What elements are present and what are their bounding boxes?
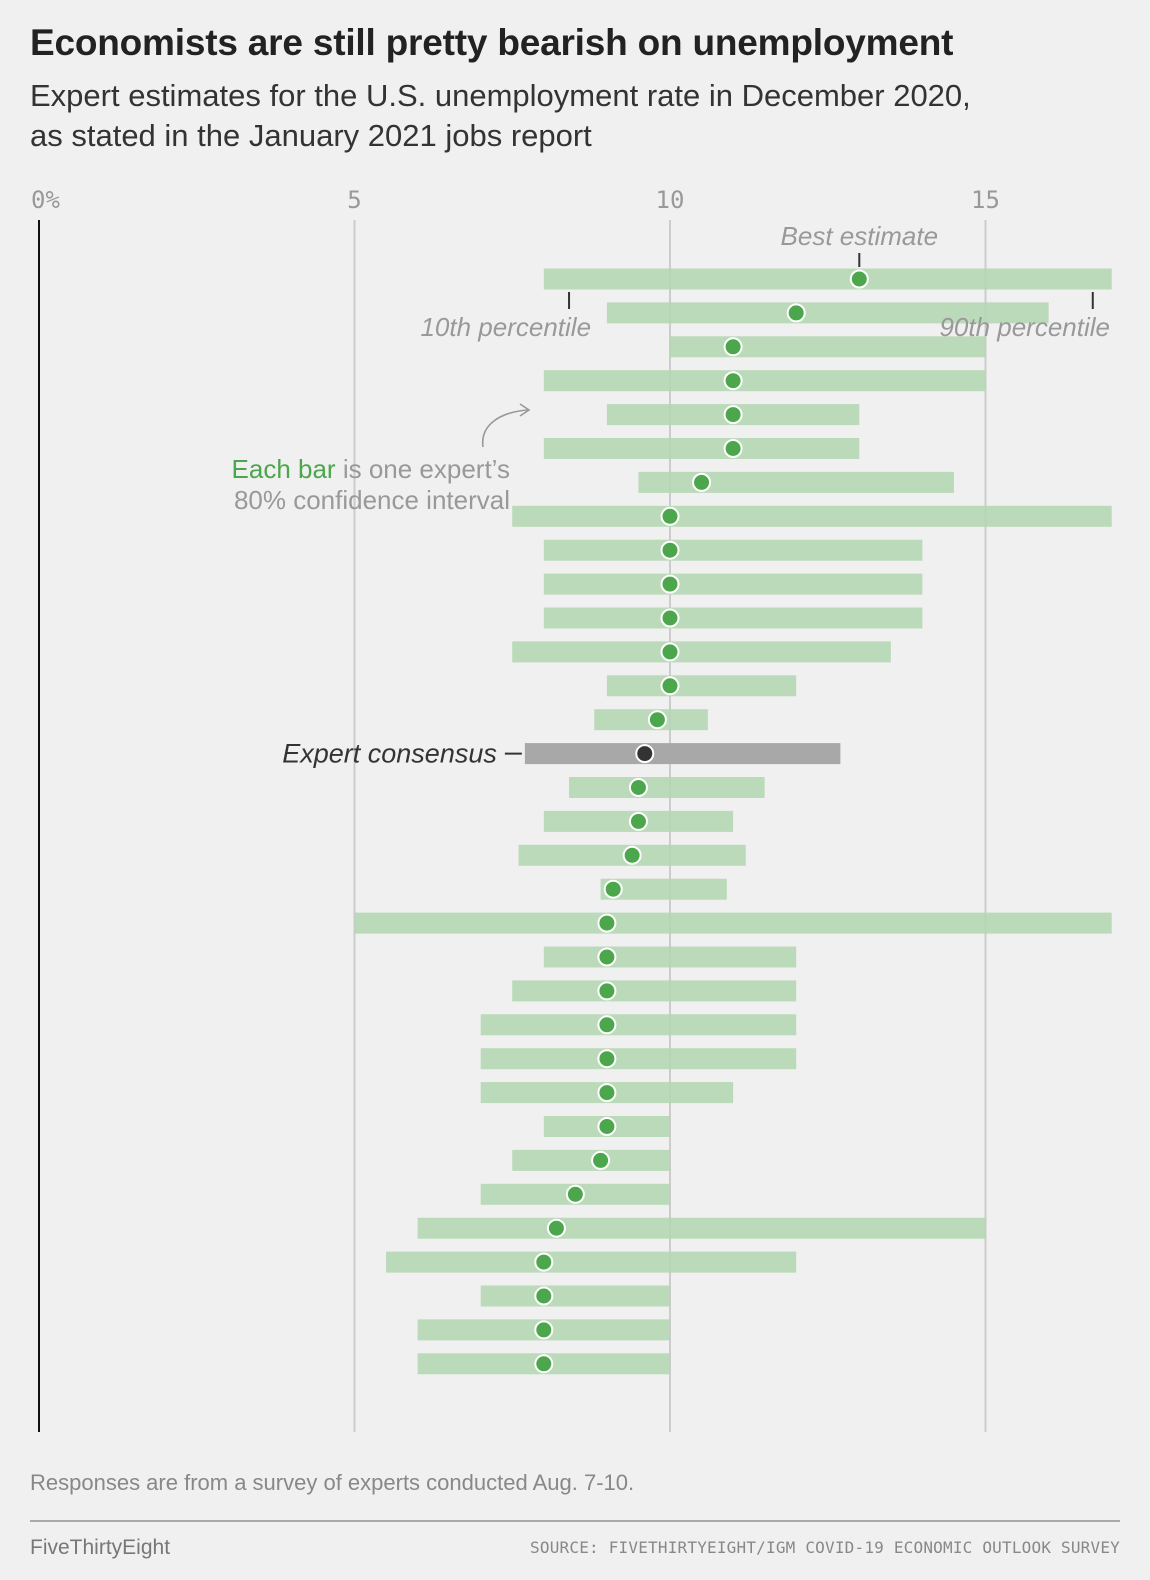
expert-dot [534, 1286, 554, 1306]
expert-dot [628, 811, 648, 831]
expert-bar [670, 336, 986, 358]
expert-dot [723, 337, 743, 357]
expert-bar [543, 539, 923, 561]
expert-dot [849, 269, 869, 289]
expert-dot [597, 1083, 617, 1103]
expert-dot [591, 1150, 611, 1170]
expert-dot [622, 845, 642, 865]
expert-bar [543, 438, 860, 459]
expert-dot [723, 439, 743, 458]
expert-dot [565, 1184, 585, 1204]
each-bar-note-line-2: 80% confidence interval [234, 485, 510, 515]
curved-arrow [482, 409, 529, 448]
expert-bar [606, 302, 1049, 324]
subtitle-line-1: Expert estimates for the U.S. unemployme… [30, 78, 971, 113]
expert-bar [638, 471, 954, 493]
expert-dot [660, 540, 680, 560]
p10-label: 10th percentile [420, 312, 591, 342]
expert-dot [534, 1320, 554, 1340]
expert-bar [480, 1285, 670, 1307]
expert-bar [543, 268, 1112, 290]
p90-label: 90th percentile [939, 312, 1110, 342]
expert-bar [417, 1217, 986, 1239]
arrowhead [519, 403, 531, 417]
expert-dot [660, 676, 680, 696]
brand-label: FiveThirtyEight [30, 1536, 171, 1559]
expert-dot [660, 574, 680, 594]
x-axis-tick-labels: 0% 5 10 15 [31, 186, 1000, 214]
source-label: SOURCE: FIVETHIRTYEIGHT/IGM COVID-19 ECO… [530, 1538, 1120, 1557]
chart-subtitle: Expert estimates for the U.S. unemployme… [30, 76, 1120, 156]
expert-bar [543, 946, 797, 968]
expert-bar [543, 607, 923, 629]
range-chart: 0% 5 10 15 Best estimate 10th percentile 90… [31, 186, 1112, 1432]
each-bar-note-line-1: Each bar is one expert’s [232, 454, 510, 484]
expert-dot [660, 506, 680, 526]
expert-bar [512, 980, 797, 1002]
expert-bar [600, 878, 727, 900]
interval-bars [354, 268, 1112, 1375]
footnote: Responses are from a survey of experts c… [30, 1470, 635, 1495]
consensus-label: Expert consensus [282, 739, 497, 769]
best-estimate-dots [534, 269, 869, 1374]
x-tick-label-10: 10 [656, 186, 685, 214]
expert-bar [480, 1014, 797, 1036]
expert-bar [606, 675, 797, 697]
expert-bar [569, 777, 765, 798]
expert-dot [597, 981, 617, 1001]
best-estimate-label: Best estimate [781, 221, 939, 251]
expert-dot [534, 1354, 554, 1374]
expert-dot [597, 1049, 617, 1069]
footer-divider [30, 1520, 1120, 1522]
annotations: Best estimate 10th percentile 90th perce… [232, 221, 1110, 769]
expert-bar [386, 1251, 797, 1273]
expert-dot [723, 405, 743, 425]
expert-dot [597, 1015, 617, 1035]
expert-dot [597, 947, 617, 967]
expert-bar [543, 370, 986, 392]
expert-dot [534, 1252, 554, 1272]
x-tick-label-5: 5 [347, 186, 361, 214]
each-bar-green: Each bar [232, 454, 336, 484]
consensus-bar [524, 743, 841, 765]
expert-bar [480, 1048, 797, 1070]
expert-bar [543, 573, 923, 595]
expert-dot [546, 1218, 566, 1238]
expert-dot [597, 913, 617, 933]
expert-dot [660, 642, 680, 662]
expert-dot [597, 1117, 617, 1136]
expert-bar [512, 505, 1112, 527]
expert-dot [660, 608, 680, 628]
chart-title: Economists are still pretty bearish on u… [30, 22, 954, 63]
x-tick-label-15: 15 [971, 186, 1000, 214]
consensus-dot [635, 744, 655, 764]
expert-dot [628, 778, 648, 797]
expert-dot [786, 303, 806, 323]
subtitle-line-2: as stated in the January 2021 jobs repor… [30, 118, 592, 153]
expert-dot [723, 371, 743, 391]
expert-bar [512, 641, 891, 663]
expert-bar [354, 912, 1112, 934]
expert-dot [647, 710, 667, 730]
expert-dot [603, 879, 623, 899]
each-bar-rest: is one expert’s [336, 454, 510, 484]
x-tick-label-0: 0% [31, 186, 60, 214]
gridlines [38, 220, 987, 1432]
expert-dot [692, 472, 712, 492]
